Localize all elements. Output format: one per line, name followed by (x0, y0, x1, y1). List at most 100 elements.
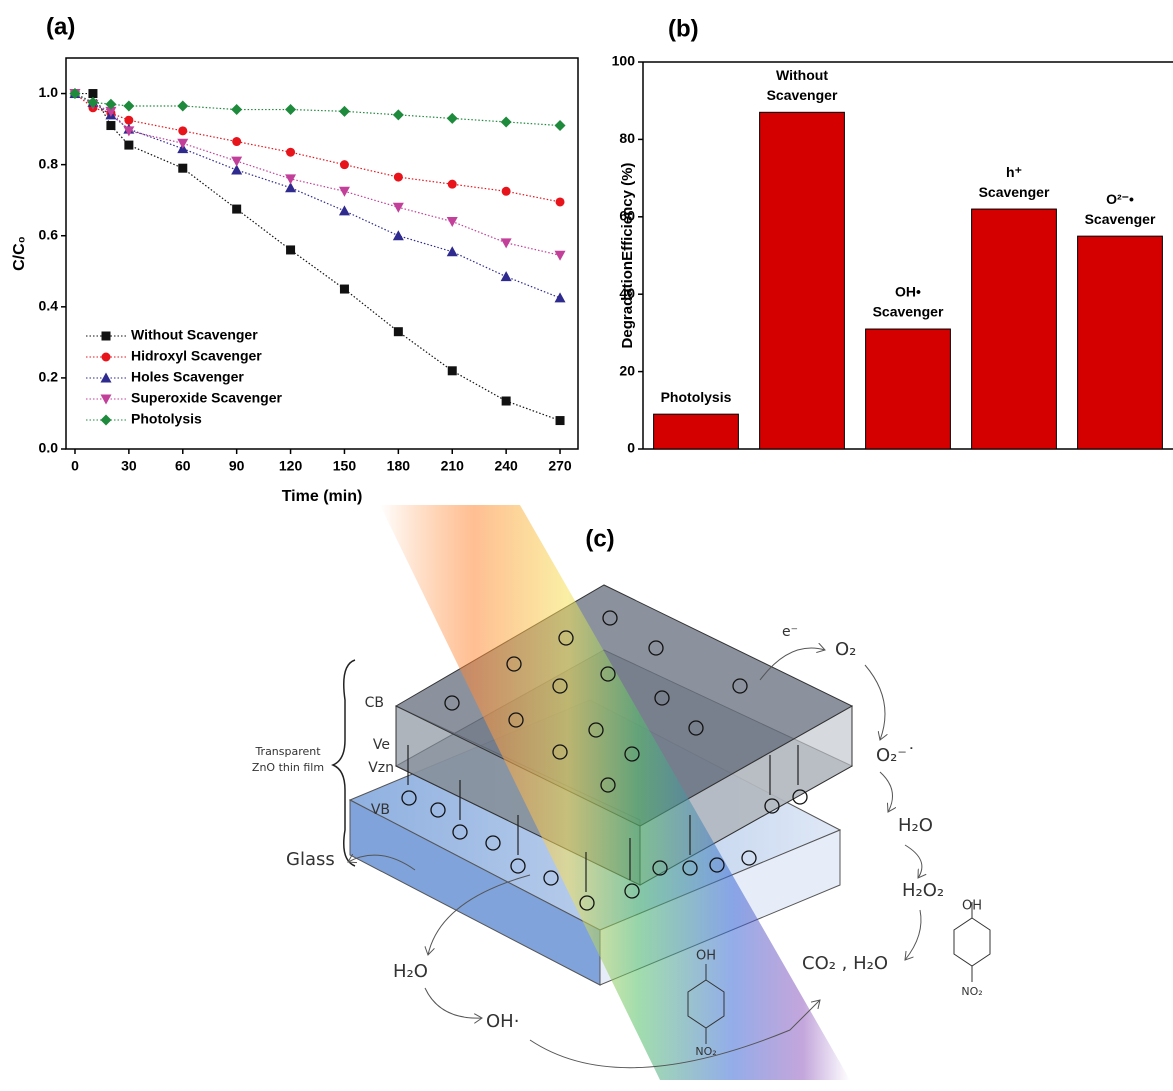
point (446, 246, 458, 257)
point (105, 106, 117, 117)
nitrophenol (687, 902, 991, 1044)
point (554, 250, 566, 261)
y-axis-label: C/C₀ (11, 236, 28, 271)
x-tick-label: 120 (279, 458, 303, 474)
point (500, 116, 512, 128)
y-tick-label: 20 (619, 362, 635, 378)
point (231, 164, 243, 175)
species: H₂O (898, 815, 933, 836)
y-tick-label: 60 (619, 208, 635, 224)
mechanism-diagram: (c) CB Ve Vzn VB Transparent ZnO thin fi… (252, 505, 991, 1080)
y-tick-label: 0.0 (39, 440, 59, 456)
point (101, 352, 111, 362)
category-label: OH• (895, 284, 921, 300)
point (100, 372, 112, 383)
arrow (879, 771, 893, 812)
group-label: NO₂ (961, 985, 982, 998)
arrow (348, 855, 416, 871)
arrows (407, 745, 799, 892)
point (123, 126, 135, 137)
glass-label: Glass (286, 849, 335, 870)
point (285, 182, 297, 193)
point (178, 126, 188, 136)
point (286, 245, 296, 255)
species: OH· (486, 1011, 519, 1032)
bar (759, 111, 845, 450)
bar (865, 328, 951, 450)
point (231, 156, 243, 167)
y-tick-label: 0.2 (39, 369, 59, 385)
point (447, 179, 457, 189)
category-label: h⁺ (1006, 164, 1022, 180)
film-label: ZnO thin film (252, 761, 324, 774)
point (339, 284, 349, 294)
y-tick-label: 1.0 (39, 84, 59, 100)
panel-label: (b) (668, 15, 699, 42)
point (338, 105, 350, 117)
point (100, 414, 112, 426)
bar (653, 413, 739, 450)
charges (401, 610, 808, 911)
x-tick-label: 0 (71, 458, 79, 474)
point (501, 186, 511, 196)
level-label: Vzn (368, 760, 394, 776)
point (100, 394, 112, 405)
point (393, 172, 403, 182)
point (339, 160, 349, 170)
point (554, 292, 566, 303)
point (88, 89, 98, 99)
category-label: Without (776, 67, 828, 83)
species: H₂O₂ (902, 880, 944, 901)
point (554, 120, 566, 132)
series-line (74, 92, 561, 422)
point (106, 121, 116, 131)
y-axis-label: DegradationEfficiency (%) (619, 163, 636, 349)
film-label: Transparent (254, 745, 321, 758)
point (393, 327, 403, 337)
y-tick-label: 80 (619, 130, 635, 146)
legend-label: Holes Scavenger (131, 369, 244, 385)
species: H₂O (393, 961, 428, 982)
light-beam (380, 505, 850, 1080)
point (501, 396, 511, 406)
brace (331, 659, 356, 867)
point (286, 147, 296, 157)
point (177, 100, 189, 112)
legend-label: Superoxide Scavenger (131, 390, 283, 406)
arrow (759, 648, 825, 681)
x-tick-label: 180 (387, 458, 411, 474)
x-tick-label: 270 (548, 458, 572, 474)
y-tick-label: 0.8 (39, 155, 59, 171)
x-tick-label: 90 (229, 458, 245, 474)
point (338, 186, 350, 197)
level-label: VB (371, 802, 390, 818)
point (178, 163, 188, 173)
arrow (428, 874, 531, 955)
group-label: NO₂ (695, 1045, 716, 1058)
y-tick-label: 0.4 (39, 298, 59, 314)
point (177, 138, 189, 149)
point (338, 205, 350, 216)
x-axis-label: Time (min) (282, 488, 363, 505)
legend-label: Without Scavenger (131, 327, 258, 343)
point (555, 416, 565, 426)
x-tick-label: 150 (333, 458, 357, 474)
plot-frame (65, 57, 579, 450)
group-label: OH (696, 949, 716, 964)
category-label: Scavenger (979, 184, 1050, 200)
point (285, 174, 297, 185)
bar (971, 208, 1057, 450)
y-tick-label: 0.6 (39, 226, 59, 242)
point (232, 137, 242, 147)
x-tick-label: 60 (175, 458, 191, 474)
arrow (904, 844, 922, 878)
point (69, 88, 81, 100)
species: CO₂ , H₂O (802, 953, 888, 974)
point (124, 115, 134, 125)
level-label: Ve (373, 737, 390, 753)
point (392, 109, 404, 121)
point (446, 112, 458, 124)
legend-label: Hidroxyl Scavenger (131, 348, 262, 364)
point (392, 202, 404, 213)
